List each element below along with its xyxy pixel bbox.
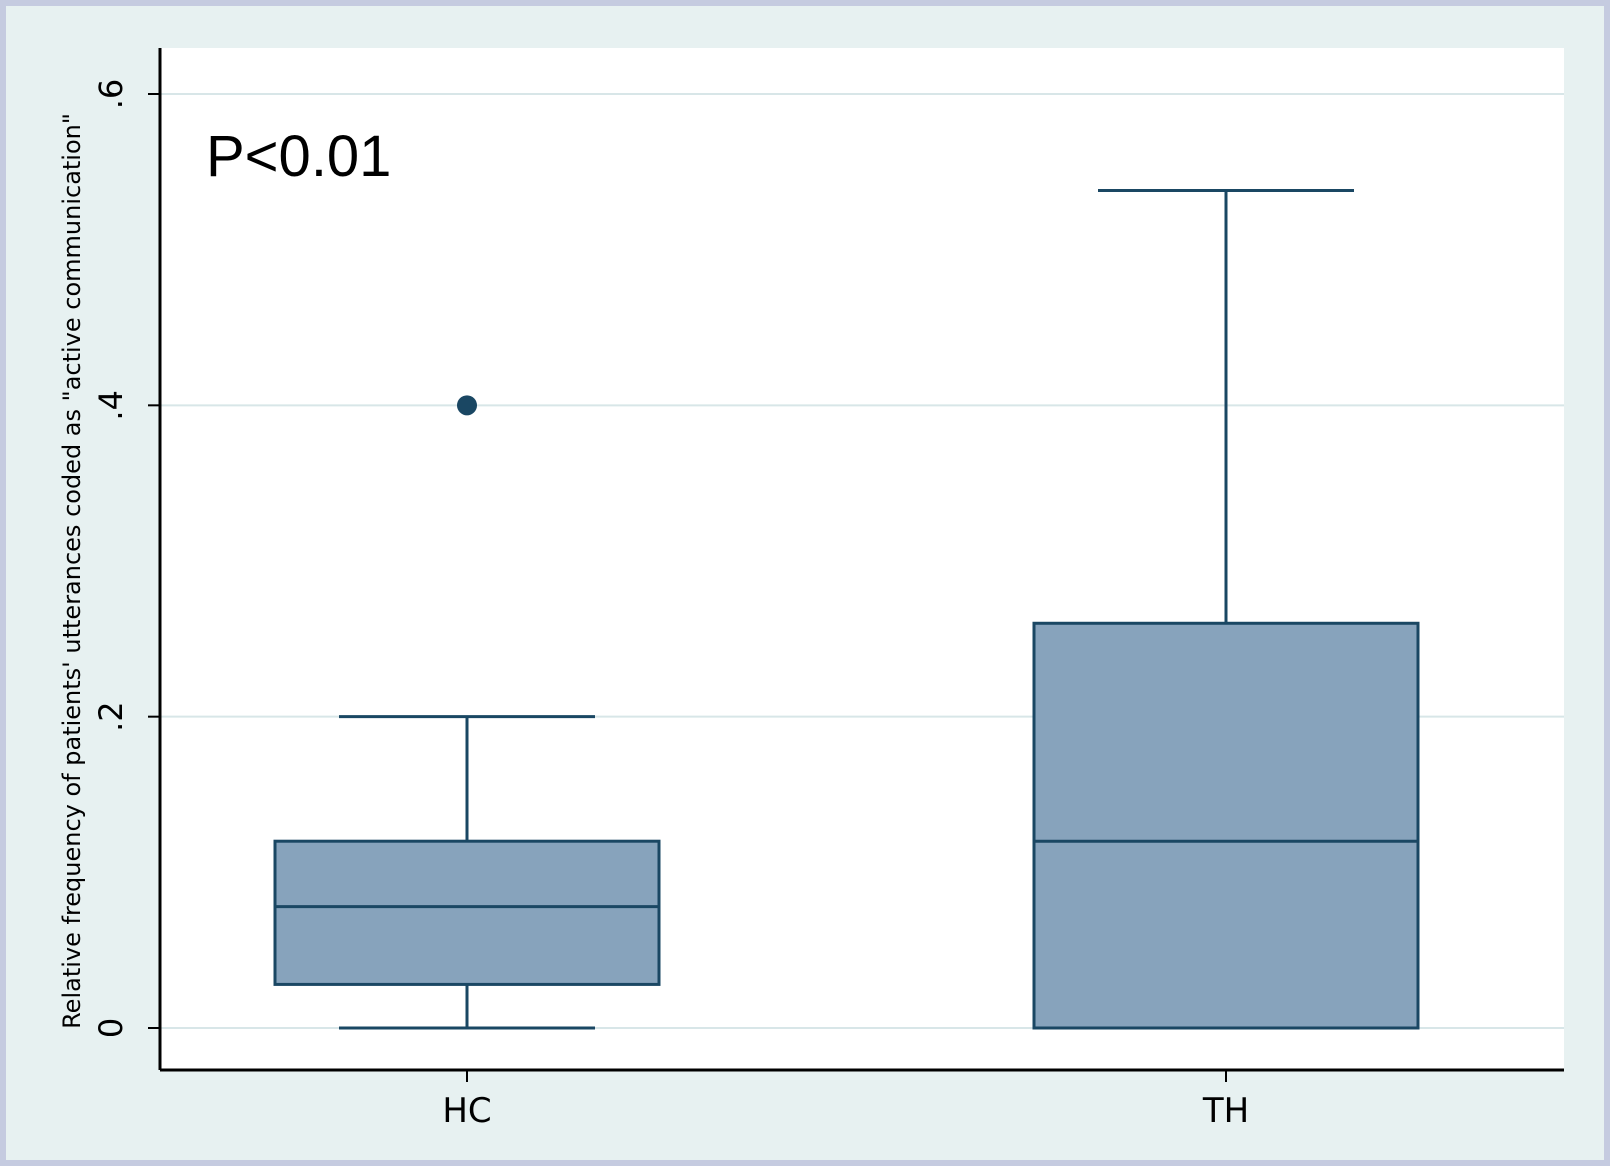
y-tick-label-2: .4 bbox=[92, 390, 130, 421]
x-tick-label-TH: TH bbox=[1202, 1091, 1249, 1131]
x-ticks: HC TH bbox=[442, 1070, 1249, 1131]
y-tick-label-3: .6 bbox=[92, 79, 130, 110]
y-tick-label-0: 0 bbox=[92, 1018, 130, 1038]
p-value-annotation: P<0.01 bbox=[206, 124, 391, 189]
outlier-point-HC-0 bbox=[457, 395, 477, 416]
chart-frame: 0 .2 .4 .6 HC TH Relative frequency of patie… bbox=[6, 6, 1604, 1160]
y-axis-label: Relative frequency of patients' utteranc… bbox=[58, 113, 86, 1029]
iqr-box-TH bbox=[1032, 621, 1420, 1030]
iqr-box-HC bbox=[273, 839, 661, 986]
box-plot: 0 .2 .4 .6 HC TH Relative frequency of patie… bbox=[58, 48, 1564, 1131]
outliers-group bbox=[457, 395, 477, 416]
boxes-group bbox=[273, 189, 1420, 1030]
box-HC bbox=[273, 715, 661, 1030]
y-tick-label-1: .2 bbox=[92, 701, 130, 732]
y-ticks: 0 .2 .4 .6 bbox=[92, 79, 160, 1038]
x-tick-label-HC: HC bbox=[442, 1091, 491, 1131]
box-TH bbox=[1032, 189, 1420, 1030]
